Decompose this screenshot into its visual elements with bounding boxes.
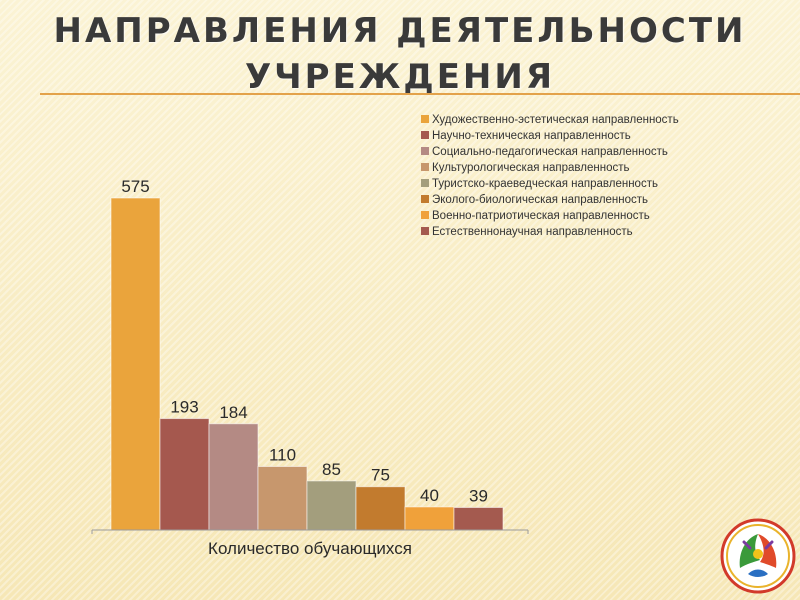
bar-7 [404,506,455,531]
legend-label-7: Военно-патриотическая направленность [432,210,650,222]
bar-2 [159,418,210,531]
legend-label-1: Художественно-эстетическая направленност… [432,114,679,126]
title-line-2: УЧРЕЖДЕНИЯ [244,57,556,97]
legend-swatch-6 [421,195,429,203]
bar-5 [306,480,357,531]
legend-label-8: Естественнонаучная направленность [432,226,633,238]
legend-swatch-5 [421,179,429,187]
bar-value-label-6: 75 [371,466,390,485]
legend-label-5: Туристско-краеведческая направленность [432,178,658,190]
bar-8 [453,506,504,531]
legend-label-4: Культурологическая направленность [432,162,629,174]
bar-value-label-2: 193 [170,398,198,417]
bars-group: 575 193 184 110 85 75 40 39 [110,177,504,531]
bar-4 [257,465,308,531]
bar-value-label-3: 184 [219,403,247,422]
legend-swatch-4 [421,163,429,171]
bar-1 [110,197,161,531]
bar-value-label-5: 85 [322,460,341,479]
bar-value-label-8: 39 [469,486,488,505]
x-axis-label: Количество обучающихся [208,539,412,558]
bar-value-label-7: 40 [420,486,439,505]
legend-label-6: Эколого-биологическая направленность [432,194,648,206]
legend-swatch-1 [421,115,429,123]
title-divider [40,93,800,95]
legend-label-3: Социально-педагогическая направленность [432,146,668,158]
emblem-logo [720,518,796,594]
bar-value-label-1: 575 [121,177,149,196]
bar-value-label-4: 110 [269,445,296,464]
legend-swatch-8 [421,227,429,235]
page-title: НАПРАВЛЕНИЯ ДЕЯТЕЛЬНОСТИ УЧРЕЖДЕНИЯ [40,8,760,100]
title-line-1: НАПРАВЛЕНИЯ ДЕЯТЕЛЬНОСТИ [53,11,747,51]
legend: Художественно-эстетическая направленност… [421,114,679,238]
bar-6 [355,486,406,531]
legend-swatch-7 [421,211,429,219]
legend-swatch-2 [421,131,429,139]
legend-label-2: Научно-техническая направленность [432,130,631,142]
bar-3 [208,423,259,531]
legend-swatch-3 [421,147,429,155]
